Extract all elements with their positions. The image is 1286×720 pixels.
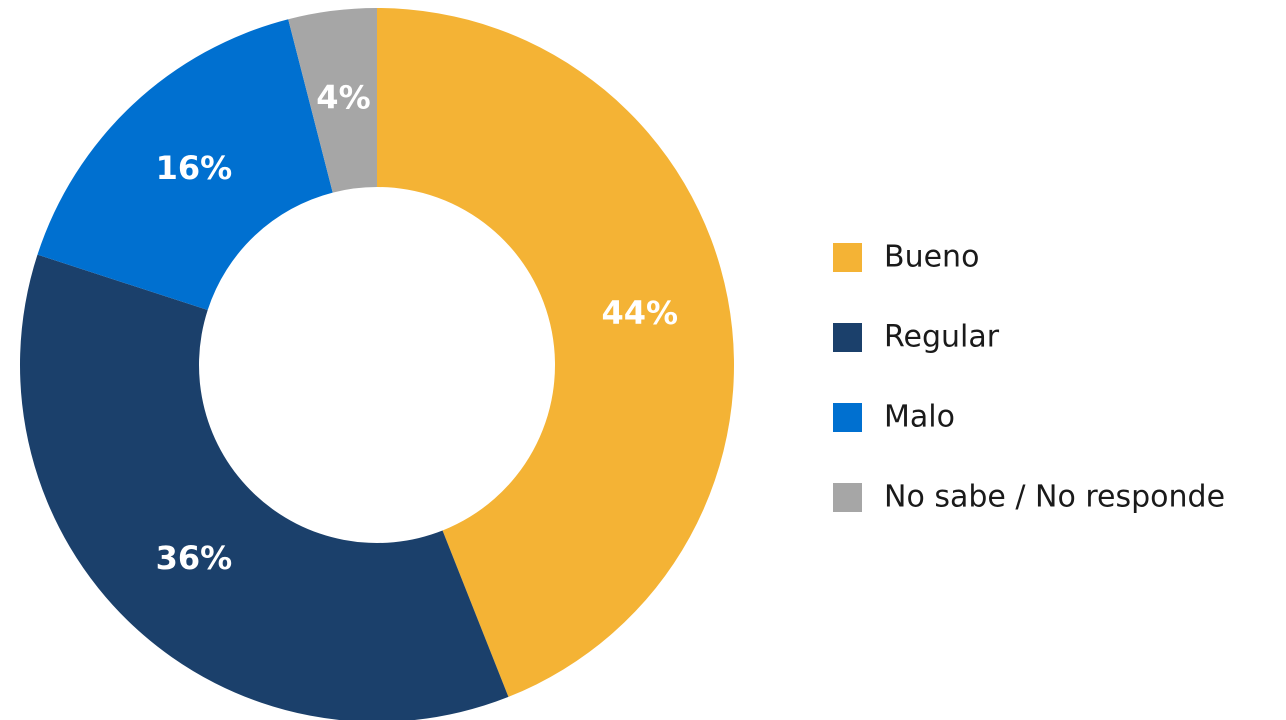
legend-label: Bueno — [884, 240, 979, 275]
legend-label: No sabe / No responde — [884, 480, 1225, 515]
value-label: 44% — [601, 294, 678, 332]
value-label: 36% — [156, 539, 233, 577]
legend-swatch — [833, 483, 862, 512]
legend-label: Regular — [884, 320, 1000, 355]
legend-swatch — [833, 243, 862, 272]
legend-swatch — [833, 403, 862, 432]
legend-label: Malo — [884, 400, 955, 435]
legend-swatch — [833, 323, 862, 352]
slice — [377, 8, 734, 697]
slice — [20, 254, 509, 720]
slice — [288, 8, 377, 193]
slice — [37, 19, 333, 310]
value-label: 16% — [156, 149, 233, 187]
value-label: 4% — [316, 79, 370, 117]
